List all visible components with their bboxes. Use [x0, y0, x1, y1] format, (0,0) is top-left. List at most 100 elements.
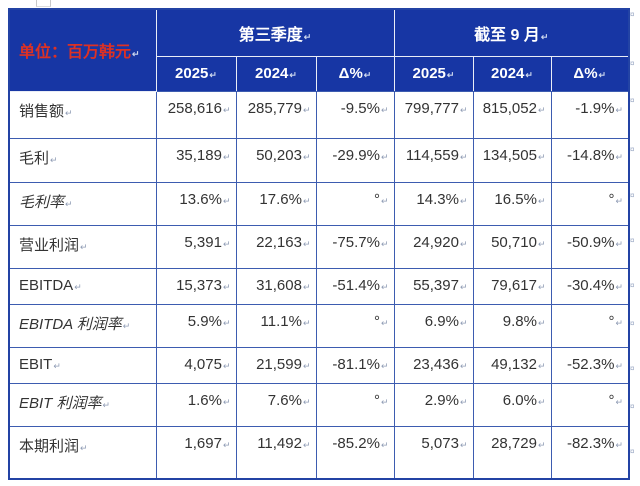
paragraph-mark-icon: ↵: [615, 396, 624, 407]
cell-value: -51.4%: [332, 276, 380, 294]
table-cell: 21,599↵: [235, 346, 317, 384]
row-end-mark-icon: ¤: [630, 191, 635, 200]
paragraph-mark-icon: ↵: [446, 70, 455, 80]
paragraph-mark-icon: ↵: [65, 107, 73, 118]
paragraph-mark-icon: ↵: [537, 360, 546, 371]
paragraph-mark-icon: ↵: [459, 104, 468, 115]
sub-header-row: 2025↵ 2024↵ Δ%↵ 2025↵ 2024↵ Δ%↵: [9, 55, 630, 92]
table-cell: 6.0%↵: [472, 382, 552, 427]
paragraph-mark-icon: ↵: [302, 195, 311, 206]
table-cell: °↵: [550, 303, 630, 348]
cell-value: 本期利润: [19, 437, 80, 455]
paragraph-mark-icon: ↵: [380, 281, 389, 292]
paragraph-mark-icon: ↵: [380, 195, 389, 206]
paragraph-mark-icon: ↵: [302, 281, 311, 292]
table-row: EBITDA↵ 15,373↵ 31,608↵ -51.4%↵ 55,397↵ 79,61…: [8, 267, 630, 305]
unit-label: 单位：百万韩元: [19, 44, 132, 62]
cell-value: 13.6%: [179, 190, 222, 208]
paragraph-mark-icon: ↵: [525, 70, 533, 80]
table-cell: -50.9%↵: [550, 224, 630, 269]
cell-value: 毛利率: [19, 193, 65, 211]
cell-value: 22,163: [256, 233, 302, 251]
paragraph-mark-icon: ↵: [222, 151, 231, 162]
paragraph-mark-icon: ↵: [222, 281, 231, 292]
table-cell: 258,616↵: [155, 90, 237, 139]
table-cell: 13.6%↵: [155, 181, 237, 226]
cell-value: 营业利润: [19, 236, 80, 254]
paragraph-mark-icon: ↵: [222, 104, 231, 115]
row-label: EBIT↵: [8, 346, 157, 384]
cell-value: °: [373, 190, 380, 208]
unit-label-cell: 单位：百万韩元↵: [8, 8, 157, 92]
paragraph-mark-icon: ↵: [615, 281, 624, 292]
cell-value: 17.6%: [259, 190, 302, 208]
table-body: 销售额↵ 258,616↵ 285,779↵ -9.5%↵ 799,777↵ 815,05…: [8, 90, 630, 480]
paragraph-mark-icon: ↵: [289, 70, 297, 80]
table-cell: °↵: [315, 303, 395, 348]
table-cell: -51.4%↵: [315, 267, 395, 305]
paragraph-mark-icon: ↵: [380, 396, 389, 407]
cell-value: 31,608: [256, 276, 302, 294]
cell-value: 799,777: [404, 99, 459, 117]
paragraph-mark-icon: ↵: [615, 151, 624, 162]
cell-value: °: [373, 312, 380, 330]
paragraph-mark-icon: ↵: [65, 198, 73, 209]
table-cell: -52.3%↵: [550, 346, 630, 384]
cell-value: 14.3%: [416, 190, 459, 208]
table-cell: 28,729↵: [472, 425, 552, 480]
paragraph-mark-icon: ↵: [222, 317, 231, 328]
cell-value: 毛利: [19, 149, 50, 167]
cell-value: °: [608, 391, 615, 409]
paragraph-mark-icon: ↵: [303, 31, 312, 42]
cell-value: 15,373: [176, 276, 222, 294]
table-cell: 7.6%↵: [235, 382, 317, 427]
col-header-label: 2024: [491, 65, 525, 82]
paragraph-mark-icon: ↵: [302, 360, 311, 371]
cell-value: 258,616: [167, 99, 222, 117]
cell-value: 5,391: [184, 233, 222, 251]
table-cell: -30.4%↵: [550, 267, 630, 305]
paragraph-mark-icon: ↵: [122, 320, 131, 331]
paragraph-mark-icon: ↵: [302, 317, 311, 328]
cell-value: 1,697: [184, 434, 222, 452]
table-cell: 114,559↵: [393, 137, 474, 183]
paragraph-mark-icon: ↵: [222, 238, 231, 249]
table-cell: 50,203↵: [235, 137, 317, 183]
row-label: EBIT 利润率↵: [8, 382, 157, 427]
cell-value: -50.9%: [566, 233, 615, 251]
table-row: 本期利润↵ 1,697↵ 11,492↵ -85.2%↵ 5,073↵ 28,729↵ -8…: [8, 425, 630, 480]
row-end-mark-icon: ¤: [630, 402, 635, 411]
paragraph-mark-icon: ↵: [459, 360, 468, 371]
col-header-ytd-2025: 2025↵: [393, 55, 474, 92]
paragraph-mark-icon: ↵: [459, 281, 468, 292]
row-end-mark-icon: ¤: [630, 319, 635, 328]
paragraph-mark-icon: ↵: [380, 439, 389, 450]
table-cell: 23,436↵: [393, 346, 474, 384]
table-row: 毛利↵ 35,189↵ 50,203↵ -29.9%↵ 114,559↵ 134,505↵…: [8, 137, 630, 183]
paragraph-mark-icon: ↵: [380, 360, 389, 371]
paragraph-mark-icon: ↵: [615, 360, 624, 371]
paragraph-mark-icon: ↵: [380, 317, 389, 328]
paragraph-mark-icon: ↵: [222, 439, 231, 450]
cell-value: 5.9%: [187, 312, 222, 330]
table-cell: -9.5%↵: [315, 90, 395, 139]
row-end-mark-icon: ¤: [630, 96, 635, 105]
table-cell: 16.5%↵: [472, 181, 552, 226]
cell-value: -82.3%: [566, 434, 615, 452]
cell-value: 24,920: [413, 233, 459, 251]
cell-value: -29.9%: [332, 146, 380, 164]
table-cell: °↵: [315, 382, 395, 427]
row-end-mark-icon: ¤: [630, 10, 635, 19]
col-header-label: 2024: [255, 65, 289, 82]
cell-value: 4,075: [184, 355, 222, 373]
table-cell: 9.8%↵: [472, 303, 552, 348]
cell-value: 1.6%: [187, 391, 222, 409]
cell-value: 79,617: [491, 276, 537, 294]
table-cell: °↵: [550, 382, 630, 427]
cell-value: 9.8%: [502, 312, 537, 330]
paragraph-mark-icon: ↵: [615, 238, 624, 249]
col-header-ytd-2024: 2024↵: [472, 55, 552, 92]
table-row: EBITDA 利润率↵ 5.9%↵ 11.1%↵ °↵ 6.9%↵ 9.8%↵ °↵: [8, 303, 630, 348]
cell-value: EBITDA: [19, 276, 74, 294]
table-cell: -29.9%↵: [315, 137, 395, 183]
